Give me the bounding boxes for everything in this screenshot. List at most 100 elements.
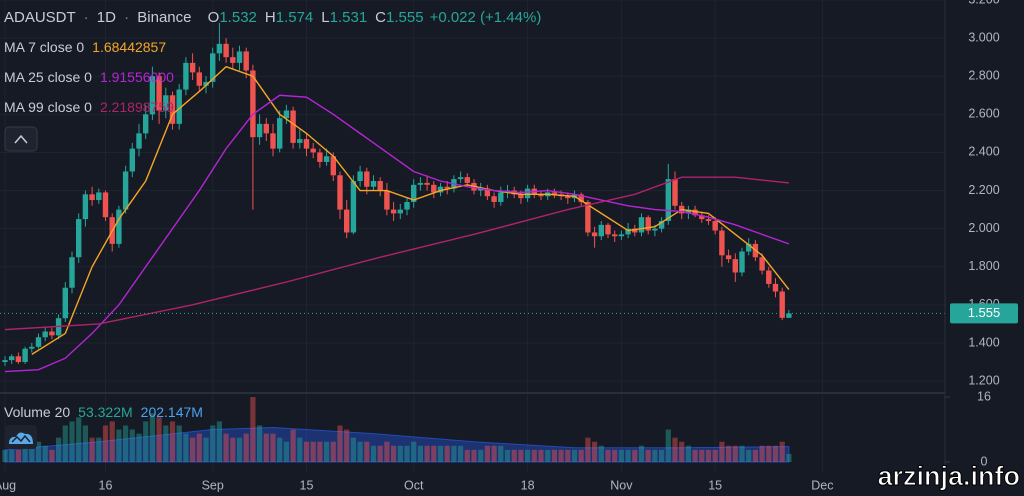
volume-bar bbox=[163, 425, 169, 462]
legend-name: MA 25 close 0 bbox=[4, 69, 92, 85]
volume-bar bbox=[759, 445, 765, 462]
volume-bar bbox=[565, 449, 571, 462]
candle-body bbox=[256, 123, 263, 138]
candle-body bbox=[652, 228, 658, 231]
volume-bar bbox=[618, 449, 624, 462]
candle-body bbox=[29, 346, 35, 349]
volume-bar bbox=[109, 421, 115, 462]
volume-bar bbox=[270, 433, 276, 462]
candle-body bbox=[156, 76, 162, 111]
change: +0.022 (+1.44%) bbox=[430, 9, 542, 26]
volume-icon bbox=[5, 425, 37, 449]
candle-body bbox=[203, 81, 209, 86]
candle-body bbox=[89, 194, 95, 201]
volume-bar bbox=[377, 445, 383, 462]
volume-bar bbox=[310, 441, 316, 462]
volume-bar bbox=[15, 449, 21, 462]
volume-bar bbox=[592, 441, 598, 462]
candle-body bbox=[189, 62, 196, 73]
quote-label: L bbox=[321, 9, 329, 26]
candle-body bbox=[344, 209, 350, 233]
candle-body bbox=[15, 356, 22, 363]
candle-body bbox=[484, 188, 491, 197]
volume-bar bbox=[344, 429, 350, 462]
candle-body bbox=[96, 192, 102, 201]
candle-body bbox=[766, 270, 772, 284]
candle-body bbox=[498, 192, 504, 202]
quote-label: H bbox=[265, 9, 276, 26]
candle-body bbox=[317, 152, 323, 162]
volume-bar bbox=[169, 421, 176, 462]
volume-bar bbox=[504, 449, 511, 462]
candle-body bbox=[377, 181, 383, 191]
y-tick-label: 2.000 bbox=[968, 221, 999, 235]
candle-body bbox=[712, 221, 718, 231]
candle-body bbox=[411, 184, 417, 202]
legend-name: MA 99 close 0 bbox=[4, 99, 92, 115]
volume-value: 53.322M bbox=[78, 404, 132, 420]
last-price-box bbox=[950, 303, 1018, 324]
candle-body bbox=[370, 181, 377, 187]
candle-body bbox=[163, 95, 169, 111]
candle-body bbox=[732, 259, 738, 273]
candle-body bbox=[491, 196, 497, 202]
volume-bar bbox=[598, 445, 604, 462]
candle-body bbox=[102, 192, 109, 218]
volume-bar bbox=[236, 437, 243, 462]
volume-bar bbox=[324, 441, 330, 462]
volume-bar bbox=[417, 445, 423, 462]
cloud-mark bbox=[11, 434, 31, 443]
candle-body bbox=[772, 283, 779, 292]
candle-body bbox=[725, 255, 732, 260]
candle-body bbox=[685, 209, 692, 214]
volume-bar bbox=[283, 441, 289, 462]
quote-label: O bbox=[208, 9, 220, 26]
volume-bar bbox=[679, 441, 685, 462]
candle-body bbox=[230, 57, 236, 63]
candle-body bbox=[350, 181, 357, 233]
collapse-button[interactable] bbox=[4, 126, 38, 152]
volume-bar bbox=[56, 437, 62, 462]
volume-bar bbox=[511, 449, 517, 462]
candle-body bbox=[464, 177, 470, 183]
volume-bar bbox=[699, 449, 705, 462]
legend-value: 2.21898759 bbox=[100, 99, 174, 115]
candle-body bbox=[283, 110, 290, 119]
legend-name: MA 7 close 0 bbox=[4, 39, 84, 55]
volume-bar bbox=[76, 417, 82, 462]
ma-line bbox=[31, 65, 790, 355]
legend-value: 1.91556000 bbox=[100, 69, 174, 85]
x-tick-label: 18 bbox=[521, 478, 535, 492]
candle-body bbox=[337, 175, 343, 210]
ma-line bbox=[4, 94, 790, 373]
candle-body bbox=[518, 194, 524, 199]
candle-body bbox=[591, 232, 598, 237]
candle-body bbox=[236, 51, 243, 63]
volume-bar bbox=[571, 449, 578, 462]
volume-bar bbox=[411, 441, 417, 462]
candle-body bbox=[364, 171, 370, 187]
volume-bar bbox=[303, 441, 310, 462]
volume-bar bbox=[29, 445, 35, 462]
volume-bar bbox=[317, 441, 323, 462]
y-tick-label: 2.800 bbox=[968, 69, 999, 83]
volume-bar bbox=[545, 449, 551, 462]
candle-body bbox=[9, 356, 15, 361]
candle-body bbox=[612, 234, 618, 237]
candle-body bbox=[390, 209, 397, 214]
volume-bar bbox=[263, 433, 269, 462]
volume-bar bbox=[659, 449, 665, 462]
volume-bar bbox=[732, 445, 738, 462]
quote-value: 1.531 bbox=[330, 9, 368, 26]
volume-bar bbox=[638, 445, 645, 462]
volume-bar bbox=[786, 453, 792, 462]
volume-bar bbox=[752, 449, 758, 462]
volume-bar bbox=[391, 445, 397, 462]
volume-bar bbox=[290, 429, 296, 462]
quote-value: 1.574 bbox=[276, 9, 314, 26]
candle-body bbox=[692, 209, 698, 216]
candle-body bbox=[397, 209, 403, 214]
candle-body bbox=[786, 313, 792, 318]
candle-body bbox=[665, 179, 671, 222]
